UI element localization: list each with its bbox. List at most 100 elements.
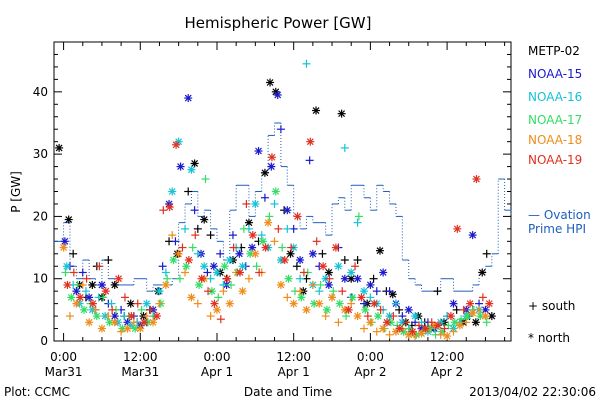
footer-plot-credit: Plot: CCMC: [4, 385, 70, 399]
noaa-19-north-point: [63, 280, 72, 289]
legend-noaa-18: NOAA-18: [528, 133, 582, 147]
noaa-18-north-point: [379, 324, 388, 333]
noaa-15-north-point: [449, 299, 458, 308]
noaa-17-north-point: [361, 305, 370, 314]
metp-02-south-point: [452, 305, 461, 314]
noaa-19-north-point: [331, 243, 340, 252]
footer-timestamp: 2013/04/02 22:30:06: [469, 385, 596, 399]
ovation-hpi-line: [54, 122, 512, 292]
metp-02-north-point: [266, 78, 275, 87]
metp-02-north-point: [478, 268, 487, 277]
noaa-19-north-point: [466, 299, 475, 308]
x-tick-label-date: Apr 2: [431, 365, 463, 379]
noaa-17-south-point: [214, 293, 223, 302]
noaa-19-south-point: [204, 287, 213, 296]
noaa-15-north-point: [273, 90, 282, 99]
noaa-17-north-point: [182, 262, 191, 271]
noaa-19-south-point: [108, 305, 117, 314]
noaa-18-south-point: [181, 268, 190, 277]
legend-south: + south: [528, 299, 575, 313]
noaa-18-south-point: [129, 318, 138, 327]
noaa-18-south-point: [270, 237, 279, 246]
metp-02-north-point: [312, 106, 321, 115]
noaa-19-north-point: [408, 327, 417, 336]
noaa-17-south-point: [61, 268, 70, 277]
noaa-18-south-point: [347, 299, 356, 308]
noaa-19-north-point: [280, 256, 289, 265]
noaa-18-north-point: [97, 324, 106, 333]
metp-02-north-point: [286, 249, 295, 258]
noaa-19-north-point: [293, 212, 302, 221]
noaa-19-north-point: [114, 274, 123, 283]
noaa-16-north-point: [251, 199, 260, 208]
metp-02-north-point: [244, 218, 253, 227]
noaa-19-south-point: [255, 268, 264, 277]
noaa-15-north-point: [283, 206, 292, 215]
noaa-19-south-point: [338, 287, 347, 296]
noaa-17-north-point: [463, 312, 472, 321]
noaa-17-south-point: [99, 293, 108, 302]
metp-02-north-point: [55, 143, 64, 152]
noaa-16-north-point: [187, 165, 196, 174]
noaa-18-north-point: [468, 308, 477, 317]
noaa-19-south-point: [120, 293, 129, 302]
noaa-18-north-point: [161, 280, 170, 289]
noaa-15-south-point: [372, 287, 381, 296]
noaa-15-south-point: [305, 156, 314, 165]
noaa-15-north-point: [404, 305, 413, 314]
noaa-19-south-point: [191, 231, 200, 240]
noaa-16-north-point: [238, 262, 247, 271]
metp-02-south-point: [104, 256, 113, 265]
noaa-18-north-point: [110, 318, 119, 327]
noaa-19-south-point: [299, 268, 308, 277]
noaa-16-north-point: [142, 299, 151, 308]
noaa-15-south-point: [190, 206, 199, 215]
noaa-18-south-point: [411, 332, 420, 341]
noaa-17-north-point: [67, 293, 76, 302]
noaa-19-south-point: [427, 318, 436, 327]
noaa-15-south-point: [171, 237, 180, 246]
noaa-18-south-point: [168, 231, 177, 240]
metp-02-north-point: [126, 299, 135, 308]
noaa-19-south-point: [351, 262, 360, 271]
noaa-18-south-point: [244, 274, 253, 283]
noaa-18-north-point: [264, 218, 273, 227]
noaa-19-north-point: [261, 243, 270, 252]
noaa-18-south-point: [334, 318, 343, 327]
x-tick-label-time: 12:00: [276, 350, 311, 364]
noaa-19-south-point: [363, 312, 372, 321]
x-axis-label: Date and Time: [244, 385, 332, 399]
noaa-18-north-point: [225, 299, 234, 308]
noaa-15-south-point: [385, 287, 394, 296]
noaa-19-south-point: [312, 237, 321, 246]
noaa-18-north-point: [149, 318, 158, 327]
noaa-18-south-point: [296, 287, 305, 296]
noaa-16-south-point: [340, 143, 349, 152]
legend-noaa-17: NOAA-17: [528, 113, 582, 127]
noaa-15-north-point: [97, 280, 106, 289]
noaa-17-north-point: [348, 293, 357, 302]
noaa-17-south-point: [163, 274, 172, 283]
x-tick-label-date: Apr 1: [201, 365, 233, 379]
metp-02-south-point: [395, 305, 404, 314]
noaa-18-north-point: [315, 299, 324, 308]
noaa-19-north-point: [395, 324, 404, 333]
noaa-18-south-point: [65, 312, 74, 321]
noaa-17-south-point: [316, 280, 325, 289]
noaa-19-north-point: [127, 312, 136, 321]
noaa-15-north-point: [60, 237, 69, 246]
noaa-15-north-point: [308, 249, 317, 258]
noaa-16-north-point: [200, 262, 209, 271]
noaa-18-south-point: [283, 293, 292, 302]
noaa-15-north-point: [296, 256, 305, 265]
legend-north: * north: [528, 331, 570, 345]
x-tick-label-date: Apr 1: [278, 365, 310, 379]
noaa-16-south-point: [270, 199, 279, 208]
noaa-16-north-point: [225, 256, 234, 265]
noaa-17-south-point: [175, 274, 184, 283]
noaa-18-north-point: [328, 293, 337, 302]
noaa-17-north-point: [92, 312, 101, 321]
noaa-16-south-point: [181, 224, 190, 233]
metp-02-south-point: [69, 249, 78, 258]
noaa-18-north-point: [366, 318, 375, 327]
